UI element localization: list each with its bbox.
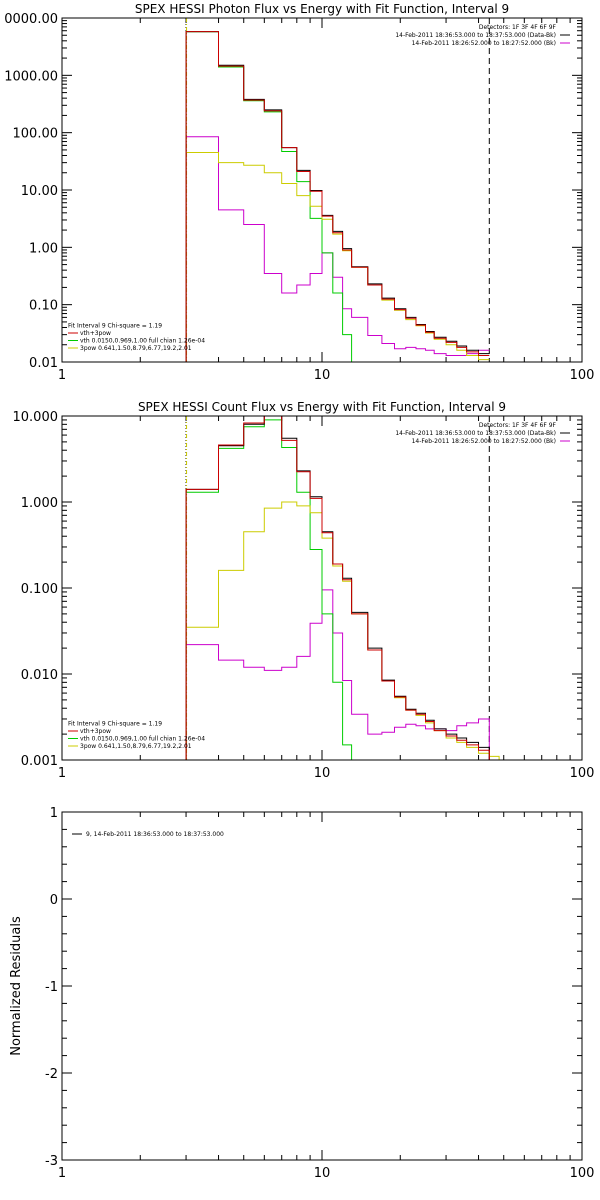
series-background-line — [185, 136, 490, 362]
legend-bottom-line: 3pow 0.641,1.50,8.79,6.77,19.2,2.01 — [80, 743, 192, 750]
legend-bottom-line: Fit Interval 9 Chi-square = 1.19 — [68, 323, 162, 330]
photon-flux-panel: SPEX HESSI Photon Flux vs Energy with Fi… — [4, 2, 594, 383]
y-tick-label: -3 — [45, 1154, 58, 1169]
plot-area — [185, 18, 490, 362]
x-tick-label: 10 — [314, 368, 331, 383]
legend-bottom-line: vth 0.0150,0.969,1.00 full chian 1.26e-0… — [80, 338, 205, 345]
x-tick-label: 1 — [58, 1166, 66, 1181]
y-tick-label: -2 — [45, 1067, 58, 1082]
axes-frame — [61, 17, 583, 363]
y-tick-label: 0.001 — [21, 754, 58, 769]
plot-area — [185, 416, 509, 760]
legend-bottom-line: 3pow 0.641,1.50,8.79,6.77,19.2,2.01 — [80, 345, 192, 352]
y-axis-label: Normalized Residuals — [9, 916, 24, 1056]
y-tick-label: 1 — [50, 806, 58, 821]
legend-top-line: 9, 14-Feb-2011 18:36:53.000 to 18:37:53.… — [86, 831, 224, 838]
legend-top-line: Detectors: 1F 3F 4F 6F 9F — [479, 422, 557, 429]
legend-top-line: 14-Feb-2011 18:36:53.000 to 18:37:53.000… — [395, 430, 556, 437]
y-tick-label: 0.01 — [29, 356, 58, 371]
y-tick-label: 1.00 — [29, 241, 58, 256]
series-vth-3pow-line — [185, 416, 490, 760]
legend-bottom-line: Fit Interval 9 Chi-square = 1.19 — [68, 721, 162, 728]
x-tick-label: 100 — [570, 766, 595, 781]
legend-bottom-line: vth+3pow — [80, 330, 111, 337]
minor-ticks — [62, 18, 582, 362]
y-tick-label: 0.010 — [21, 668, 58, 683]
x-tick-label: 10 — [314, 766, 331, 781]
x-tick-label: 1 — [58, 766, 66, 781]
legend-bottom-line: vth+3pow — [80, 728, 111, 735]
x-tick-label: 10 — [314, 1166, 331, 1181]
y-tick-label: 1.000 — [21, 496, 58, 511]
y-tick-label: 10.000 — [13, 410, 59, 425]
x-tick-label: 100 — [570, 368, 595, 383]
series-vth-3pow-line — [185, 31, 490, 362]
x-tick-label: 100 — [570, 1166, 595, 1181]
photon-chart-title: SPEX HESSI Photon Flux vs Energy with Fi… — [135, 2, 509, 16]
axes-frame — [61, 415, 583, 761]
legend-top-line: 14-Feb-2011 18:26:52.000 to 18:27:52.000… — [412, 438, 556, 445]
legend-top-line: Detectors: 1F 3F 4F 6F 9F — [479, 24, 557, 31]
legend-top-line: 14-Feb-2011 18:26:52.000 to 18:27:52.000… — [412, 40, 556, 47]
y-tick-label: 0 — [50, 893, 58, 908]
y-tick-label: 10.00 — [21, 184, 58, 199]
y-tick-label: 0.100 — [21, 582, 58, 597]
count-chart-title: SPEX HESSI Count Flux vs Energy with Fit… — [138, 400, 506, 414]
legend-top-line: 14-Feb-2011 18:36:53.000 to 18:37:53.000… — [395, 32, 556, 39]
y-tick-label: 0.10 — [29, 299, 58, 314]
y-tick-label: 100.00 — [13, 127, 59, 142]
count-flux-panel: SPEX HESSI Count Flux vs Energy with Fit… — [13, 400, 595, 781]
y-tick-label: 0000.00 — [4, 12, 58, 27]
x-tick-label: 1 — [58, 368, 66, 383]
minor-ticks — [62, 416, 582, 760]
axes-frame — [61, 811, 583, 1161]
y-tick-label: 1000.00 — [4, 69, 58, 84]
series-background-line — [185, 589, 490, 760]
y-tick-label: -1 — [45, 980, 58, 995]
series-vth-line — [185, 419, 353, 760]
legend-bottom-line: vth 0.0150,0.969,1.00 full chian 1.26e-0… — [80, 736, 205, 743]
